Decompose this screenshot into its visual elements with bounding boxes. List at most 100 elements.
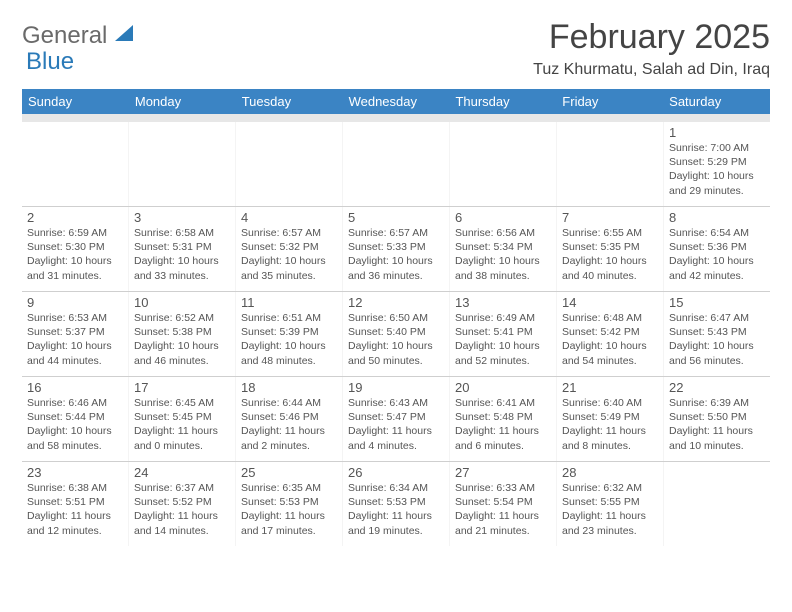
day-cell-21: 21Sunrise: 6:40 AMSunset: 5:49 PMDayligh… xyxy=(557,377,664,461)
day-info: Sunrise: 6:51 AMSunset: 5:39 PMDaylight:… xyxy=(241,311,337,368)
day-info: Sunrise: 6:45 AMSunset: 5:45 PMDaylight:… xyxy=(134,396,230,453)
day-info: Sunrise: 6:57 AMSunset: 5:33 PMDaylight:… xyxy=(348,226,444,283)
day-number: 24 xyxy=(134,465,230,480)
day-cell-28: 28Sunrise: 6:32 AMSunset: 5:55 PMDayligh… xyxy=(557,462,664,546)
day-cell-23: 23Sunrise: 6:38 AMSunset: 5:51 PMDayligh… xyxy=(22,462,129,546)
day-header-saturday: Saturday xyxy=(663,89,770,114)
day-cell-17: 17Sunrise: 6:45 AMSunset: 5:45 PMDayligh… xyxy=(129,377,236,461)
day-cell-4: 4Sunrise: 6:57 AMSunset: 5:32 PMDaylight… xyxy=(236,207,343,291)
day-number: 7 xyxy=(562,210,658,225)
day-cell-3: 3Sunrise: 6:58 AMSunset: 5:31 PMDaylight… xyxy=(129,207,236,291)
day-number: 19 xyxy=(348,380,444,395)
day-info: Sunrise: 6:44 AMSunset: 5:46 PMDaylight:… xyxy=(241,396,337,453)
day-number: 25 xyxy=(241,465,337,480)
day-header-friday: Friday xyxy=(556,89,663,114)
week-row: 16Sunrise: 6:46 AMSunset: 5:44 PMDayligh… xyxy=(22,376,770,461)
day-info: Sunrise: 6:57 AMSunset: 5:32 PMDaylight:… xyxy=(241,226,337,283)
logo-text-blue: Blue xyxy=(26,48,74,76)
day-number: 18 xyxy=(241,380,337,395)
day-number: 9 xyxy=(27,295,123,310)
day-number: 23 xyxy=(27,465,123,480)
day-cell-1: 1Sunrise: 7:00 AMSunset: 5:29 PMDaylight… xyxy=(664,122,770,206)
day-number: 22 xyxy=(669,380,765,395)
day-number: 14 xyxy=(562,295,658,310)
empty-cell xyxy=(129,122,236,206)
day-info: Sunrise: 6:34 AMSunset: 5:53 PMDaylight:… xyxy=(348,481,444,538)
calendar: SundayMondayTuesdayWednesdayThursdayFrid… xyxy=(22,89,770,546)
day-info: Sunrise: 6:32 AMSunset: 5:55 PMDaylight:… xyxy=(562,481,658,538)
day-number: 15 xyxy=(669,295,765,310)
day-number: 27 xyxy=(455,465,551,480)
logo-text-general: General xyxy=(22,22,107,50)
sail-icon xyxy=(113,22,135,50)
day-cell-27: 27Sunrise: 6:33 AMSunset: 5:54 PMDayligh… xyxy=(450,462,557,546)
day-cell-7: 7Sunrise: 6:55 AMSunset: 5:35 PMDaylight… xyxy=(557,207,664,291)
day-info: Sunrise: 6:55 AMSunset: 5:35 PMDaylight:… xyxy=(562,226,658,283)
day-info: Sunrise: 6:37 AMSunset: 5:52 PMDaylight:… xyxy=(134,481,230,538)
day-info: Sunrise: 6:59 AMSunset: 5:30 PMDaylight:… xyxy=(27,226,123,283)
day-header-row: SundayMondayTuesdayWednesdayThursdayFrid… xyxy=(22,89,770,114)
day-number: 28 xyxy=(562,465,658,480)
empty-cell xyxy=(343,122,450,206)
day-cell-26: 26Sunrise: 6:34 AMSunset: 5:53 PMDayligh… xyxy=(343,462,450,546)
day-cell-2: 2Sunrise: 6:59 AMSunset: 5:30 PMDaylight… xyxy=(22,207,129,291)
day-info: Sunrise: 6:52 AMSunset: 5:38 PMDaylight:… xyxy=(134,311,230,368)
day-cell-19: 19Sunrise: 6:43 AMSunset: 5:47 PMDayligh… xyxy=(343,377,450,461)
day-cell-9: 9Sunrise: 6:53 AMSunset: 5:37 PMDaylight… xyxy=(22,292,129,376)
day-info: Sunrise: 6:50 AMSunset: 5:40 PMDaylight:… xyxy=(348,311,444,368)
day-number: 11 xyxy=(241,295,337,310)
empty-cell xyxy=(664,462,770,546)
day-info: Sunrise: 6:40 AMSunset: 5:49 PMDaylight:… xyxy=(562,396,658,453)
day-cell-24: 24Sunrise: 6:37 AMSunset: 5:52 PMDayligh… xyxy=(129,462,236,546)
header: General February 2025 Tuz Khurmatu, Sala… xyxy=(22,18,770,79)
day-info: Sunrise: 6:35 AMSunset: 5:53 PMDaylight:… xyxy=(241,481,337,538)
day-number: 3 xyxy=(134,210,230,225)
day-number: 6 xyxy=(455,210,551,225)
day-cell-14: 14Sunrise: 6:48 AMSunset: 5:42 PMDayligh… xyxy=(557,292,664,376)
day-cell-20: 20Sunrise: 6:41 AMSunset: 5:48 PMDayligh… xyxy=(450,377,557,461)
day-number: 8 xyxy=(669,210,765,225)
day-cell-15: 15Sunrise: 6:47 AMSunset: 5:43 PMDayligh… xyxy=(664,292,770,376)
day-cell-11: 11Sunrise: 6:51 AMSunset: 5:39 PMDayligh… xyxy=(236,292,343,376)
day-number: 5 xyxy=(348,210,444,225)
day-info: Sunrise: 6:38 AMSunset: 5:51 PMDaylight:… xyxy=(27,481,123,538)
day-cell-6: 6Sunrise: 6:56 AMSunset: 5:34 PMDaylight… xyxy=(450,207,557,291)
day-number: 20 xyxy=(455,380,551,395)
day-info: Sunrise: 6:53 AMSunset: 5:37 PMDaylight:… xyxy=(27,311,123,368)
day-number: 1 xyxy=(669,125,765,140)
day-info: Sunrise: 6:33 AMSunset: 5:54 PMDaylight:… xyxy=(455,481,551,538)
day-number: 17 xyxy=(134,380,230,395)
day-header-thursday: Thursday xyxy=(449,89,556,114)
day-info: Sunrise: 6:58 AMSunset: 5:31 PMDaylight:… xyxy=(134,226,230,283)
month-title: February 2025 xyxy=(533,18,770,57)
day-number: 10 xyxy=(134,295,230,310)
day-header-sunday: Sunday xyxy=(22,89,129,114)
day-info: Sunrise: 6:49 AMSunset: 5:41 PMDaylight:… xyxy=(455,311,551,368)
blank-strip xyxy=(22,114,770,122)
day-info: Sunrise: 6:43 AMSunset: 5:47 PMDaylight:… xyxy=(348,396,444,453)
empty-cell xyxy=(22,122,129,206)
empty-cell xyxy=(557,122,664,206)
day-number: 16 xyxy=(27,380,123,395)
day-number: 2 xyxy=(27,210,123,225)
day-info: Sunrise: 6:47 AMSunset: 5:43 PMDaylight:… xyxy=(669,311,765,368)
day-number: 26 xyxy=(348,465,444,480)
day-cell-22: 22Sunrise: 6:39 AMSunset: 5:50 PMDayligh… xyxy=(664,377,770,461)
day-info: Sunrise: 6:54 AMSunset: 5:36 PMDaylight:… xyxy=(669,226,765,283)
day-number: 13 xyxy=(455,295,551,310)
day-cell-10: 10Sunrise: 6:52 AMSunset: 5:38 PMDayligh… xyxy=(129,292,236,376)
day-cell-12: 12Sunrise: 6:50 AMSunset: 5:40 PMDayligh… xyxy=(343,292,450,376)
day-header-monday: Monday xyxy=(129,89,236,114)
location: Tuz Khurmatu, Salah ad Din, Iraq xyxy=(533,61,770,79)
day-info: Sunrise: 6:41 AMSunset: 5:48 PMDaylight:… xyxy=(455,396,551,453)
day-info: Sunrise: 7:00 AMSunset: 5:29 PMDaylight:… xyxy=(669,141,765,198)
day-info: Sunrise: 6:48 AMSunset: 5:42 PMDaylight:… xyxy=(562,311,658,368)
day-number: 21 xyxy=(562,380,658,395)
title-block: February 2025 Tuz Khurmatu, Salah ad Din… xyxy=(533,18,770,79)
day-number: 12 xyxy=(348,295,444,310)
day-cell-16: 16Sunrise: 6:46 AMSunset: 5:44 PMDayligh… xyxy=(22,377,129,461)
day-cell-13: 13Sunrise: 6:49 AMSunset: 5:41 PMDayligh… xyxy=(450,292,557,376)
day-cell-8: 8Sunrise: 6:54 AMSunset: 5:36 PMDaylight… xyxy=(664,207,770,291)
day-header-wednesday: Wednesday xyxy=(343,89,450,114)
empty-cell xyxy=(236,122,343,206)
